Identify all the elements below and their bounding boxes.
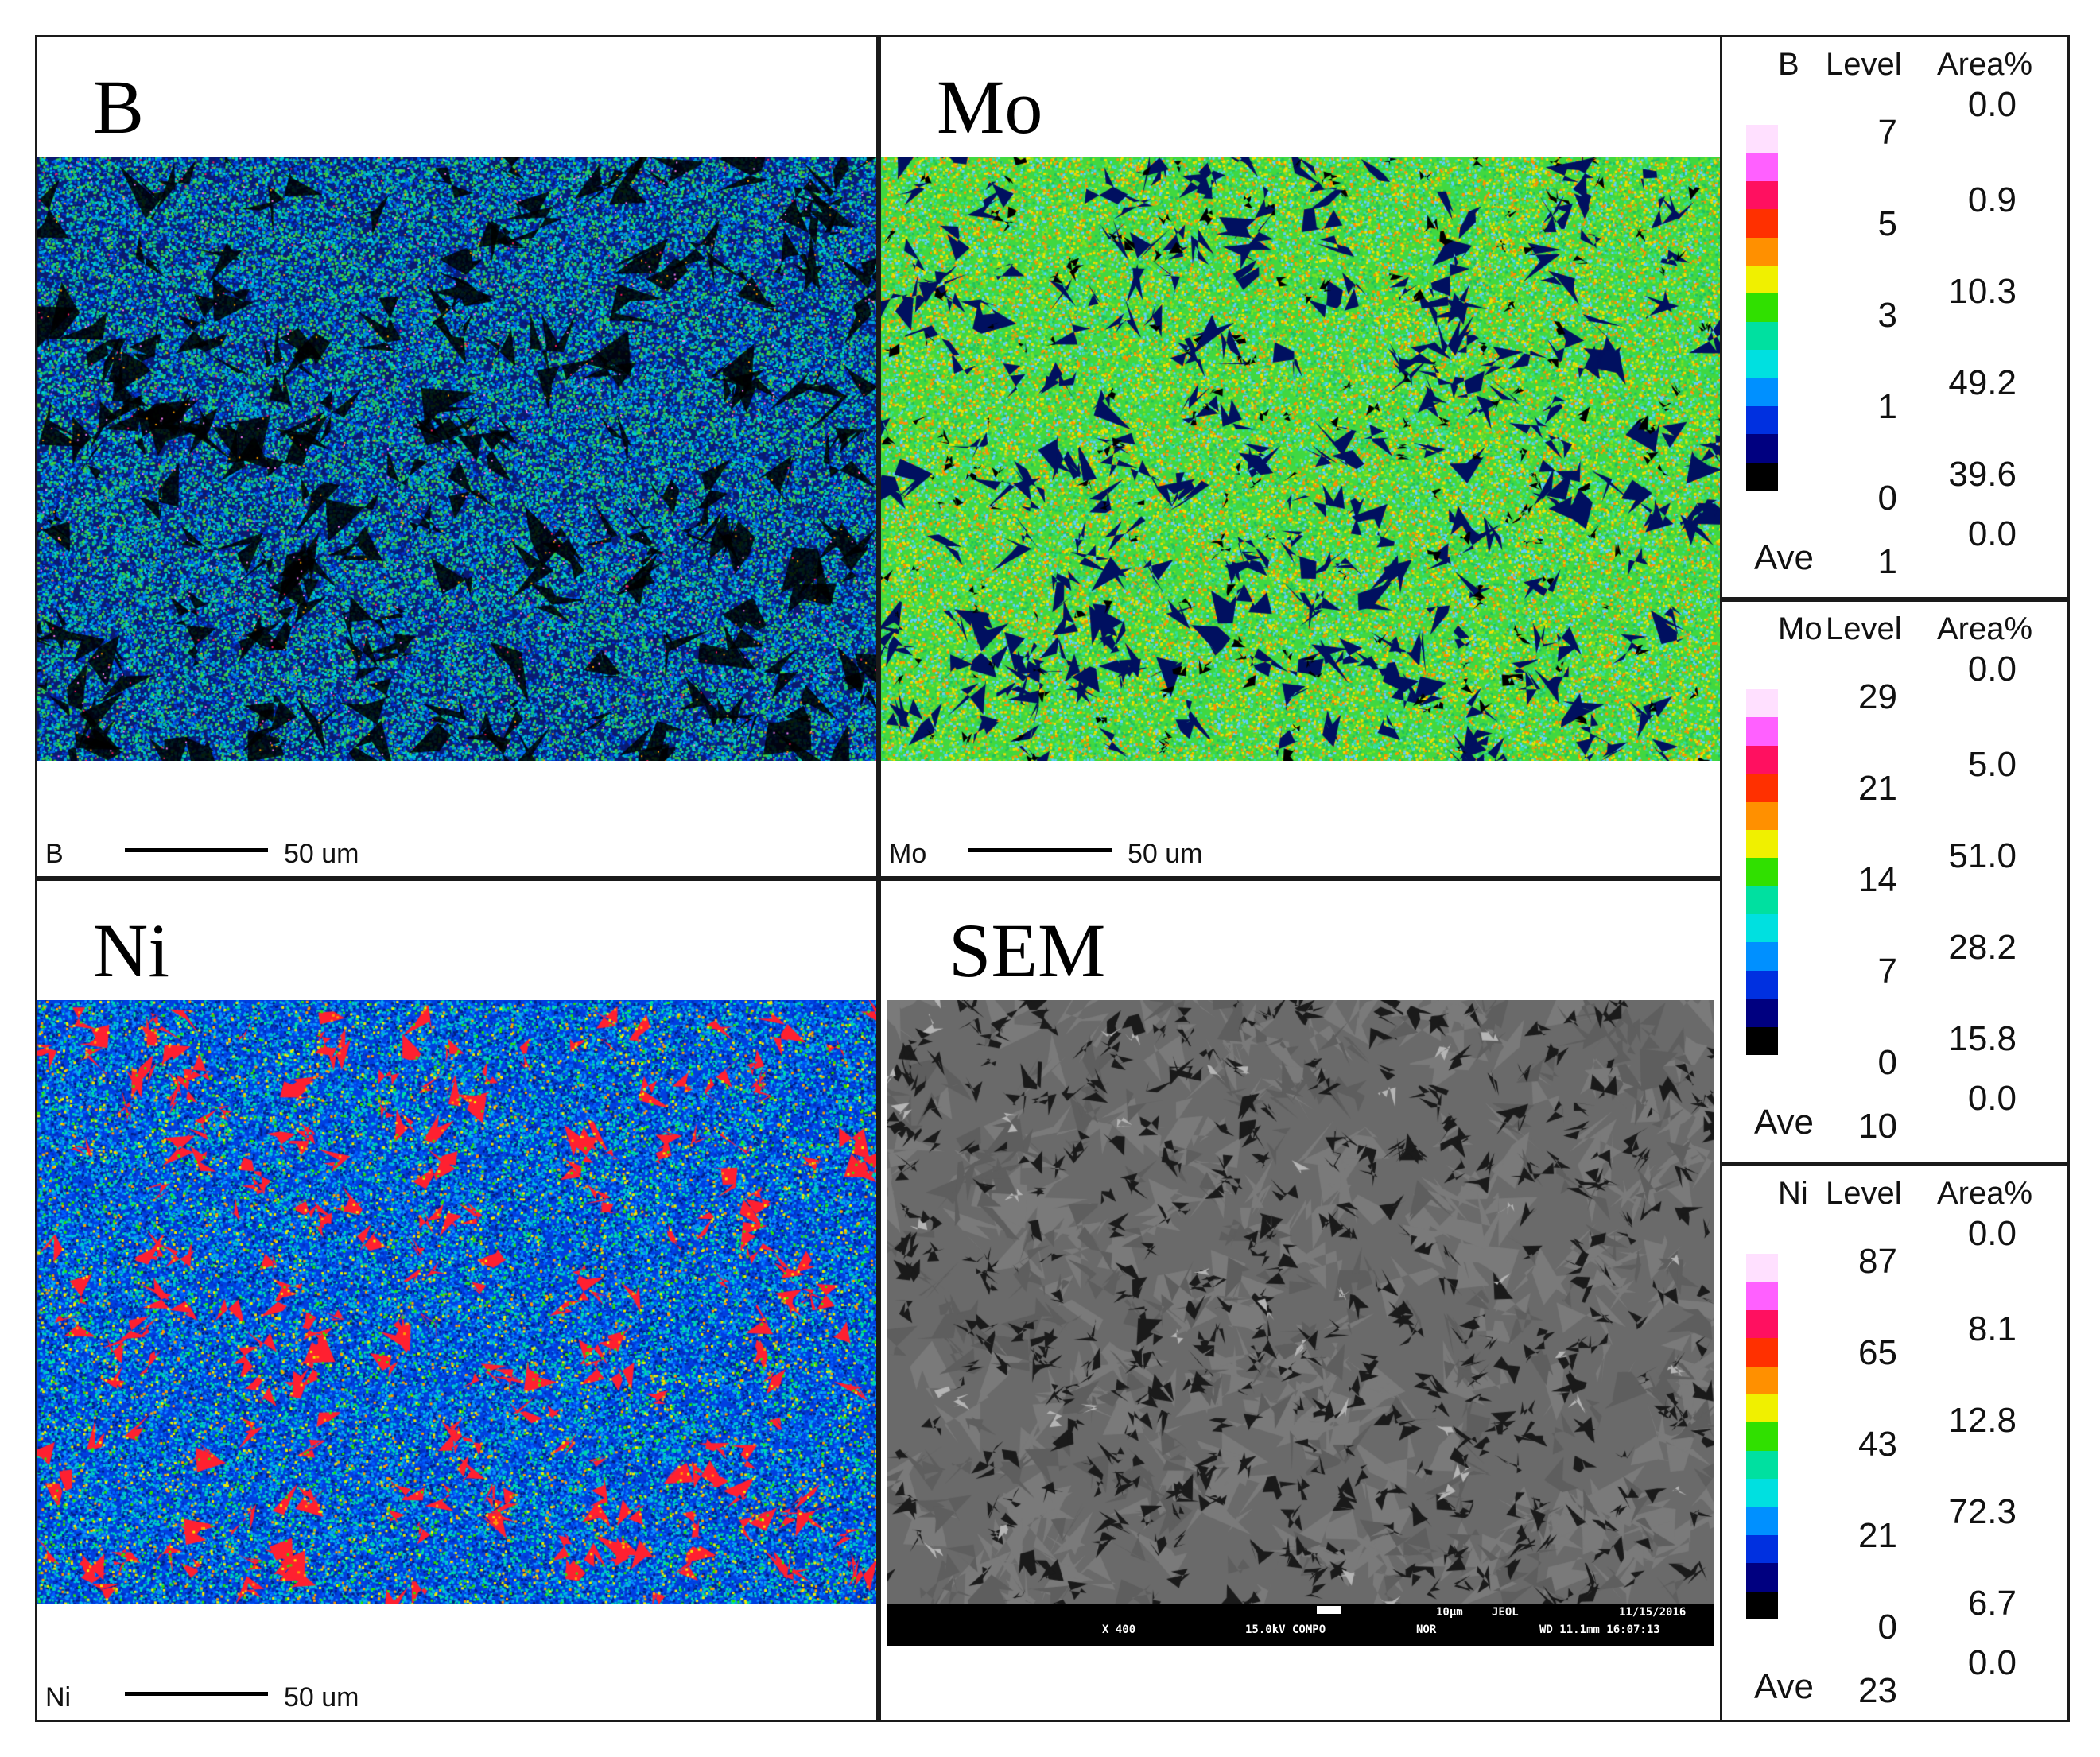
legend-level: 5 — [1877, 204, 1897, 243]
legend-area-value: 12.8 — [1948, 1401, 2017, 1440]
legend-area-value: 0.0 — [1967, 514, 2017, 553]
sem-micrograph — [887, 1000, 1714, 1604]
legend-area-header: Area% — [1937, 611, 2033, 646]
panel-title: B — [93, 64, 145, 149]
legend-average-label: Ave — [1754, 1103, 1815, 1142]
legend-level: 7 — [1877, 113, 1897, 152]
legend-element: B — [1778, 47, 1799, 82]
legend-ni: Ni Level Area% 87 65 43 21 0 0.0 8.1 12.… — [1720, 1164, 2070, 1722]
legend-area-value: 0.0 — [1967, 650, 2017, 688]
legend-area-value: 28.2 — [1948, 928, 2017, 967]
scale-bar — [968, 848, 1112, 852]
legend-area-header: Area% — [1937, 47, 2033, 82]
legend-average-value: 10 — [1858, 1107, 1897, 1146]
legend-average-value: 1 — [1877, 542, 1897, 581]
sem-working-distance: WD 11.1mm 16:07:13 — [1539, 1623, 1660, 1636]
scale-bar-label: 50 um — [284, 1682, 359, 1712]
legend-mo: Mo Level Area% 29 21 14 7 0 0.0 5.0 51.0… — [1720, 599, 2070, 1164]
footer-element-label: B — [45, 839, 64, 869]
legend-area-value: 39.6 — [1948, 455, 2017, 494]
legend-area-value: 8.1 — [1967, 1309, 2017, 1348]
scale-bar-label: 50 um — [284, 839, 359, 869]
legend-level: 14 — [1858, 860, 1897, 899]
legend-level-header: Level — [1826, 611, 1902, 646]
sem-mode: NOR — [1416, 1623, 1437, 1636]
legend-level: 87 — [1858, 1242, 1897, 1281]
legend-area-value: 49.2 — [1948, 363, 2017, 402]
legend-level: 0 — [1877, 1608, 1897, 1646]
legend-level: 43 — [1858, 1425, 1897, 1464]
legend-average-value: 23 — [1858, 1671, 1897, 1710]
scale-bar-label: 50 um — [1128, 839, 1203, 869]
legend-level: 0 — [1877, 1043, 1897, 1082]
legend-colorbar — [1746, 1254, 1778, 1619]
legend-area-value: 15.8 — [1948, 1019, 2017, 1058]
sem-scale-label: 10μm — [1436, 1606, 1463, 1619]
legend-element: Ni — [1778, 1176, 1808, 1211]
legend-level-header: Level — [1826, 47, 1902, 82]
panel-mo: Mo Mo 50 um — [879, 35, 1722, 878]
panel-ni: Ni Ni 50 um — [35, 878, 879, 1722]
legend-area-value: 0.0 — [1967, 85, 2017, 124]
sem-magnification: X 400 — [1102, 1623, 1136, 1636]
sem-info-bar: 10μm JEOL 11/15/2016 X 400 15.0kV COMPO … — [887, 1604, 1714, 1646]
legend-area-header: Area% — [1937, 1176, 2033, 1211]
legend-area-value: 0.0 — [1967, 1643, 2017, 1682]
panel-sem: SEM 10μm JEOL 11/15/2016 X 400 15.0kV CO… — [879, 878, 1722, 1722]
legend-level: 1 — [1877, 387, 1897, 426]
sem-voltage: 15.0kV COMPO — [1245, 1623, 1326, 1636]
legend-level: 0 — [1877, 479, 1897, 518]
sem-vendor: JEOL — [1492, 1606, 1519, 1619]
legend-level: 21 — [1858, 1516, 1897, 1555]
panel-title: Ni — [93, 908, 169, 993]
legend-element: Mo — [1778, 611, 1822, 646]
sem-scale-marker — [1317, 1606, 1341, 1614]
legend-area-value: 5.0 — [1967, 745, 2017, 784]
legend-level-header: Level — [1826, 1176, 1902, 1211]
legend-level: 7 — [1877, 952, 1897, 991]
legend-area-value: 0.0 — [1967, 1214, 2017, 1253]
legend-level: 3 — [1877, 296, 1897, 335]
legend-average-label: Ave — [1754, 1667, 1815, 1706]
sem-date: 11/15/2016 — [1619, 1606, 1687, 1619]
panel-b: B B 50 um — [35, 35, 879, 878]
legend-colorbar — [1746, 125, 1778, 491]
scale-bar — [125, 848, 268, 852]
scale-bar — [125, 1692, 268, 1696]
panel-title: Mo — [937, 64, 1043, 149]
legend-area-value: 6.7 — [1967, 1584, 2017, 1623]
legend-level: 65 — [1858, 1333, 1897, 1372]
b-element-map — [37, 157, 876, 761]
panel-title: SEM — [949, 908, 1106, 993]
mo-element-map — [881, 157, 1720, 761]
legend-area-value: 72.3 — [1948, 1492, 2017, 1531]
legend-area-value: 51.0 — [1948, 836, 2017, 875]
legend-level: 29 — [1858, 677, 1897, 716]
footer-element-label: Ni — [45, 1682, 72, 1712]
ni-element-map — [37, 1000, 876, 1604]
footer-element-label: Mo — [889, 839, 927, 869]
legend-colorbar — [1746, 689, 1778, 1055]
legend-area-value: 0.9 — [1967, 180, 2017, 219]
legend-area-value: 10.3 — [1948, 272, 2017, 311]
legend-b: B Level Area% 7 5 3 1 0 0.0 0.9 10.3 49.… — [1720, 35, 2070, 599]
legend-level: 21 — [1858, 769, 1897, 808]
legend-area-value: 0.0 — [1967, 1079, 2017, 1118]
legend-average-label: Ave — [1754, 538, 1815, 577]
